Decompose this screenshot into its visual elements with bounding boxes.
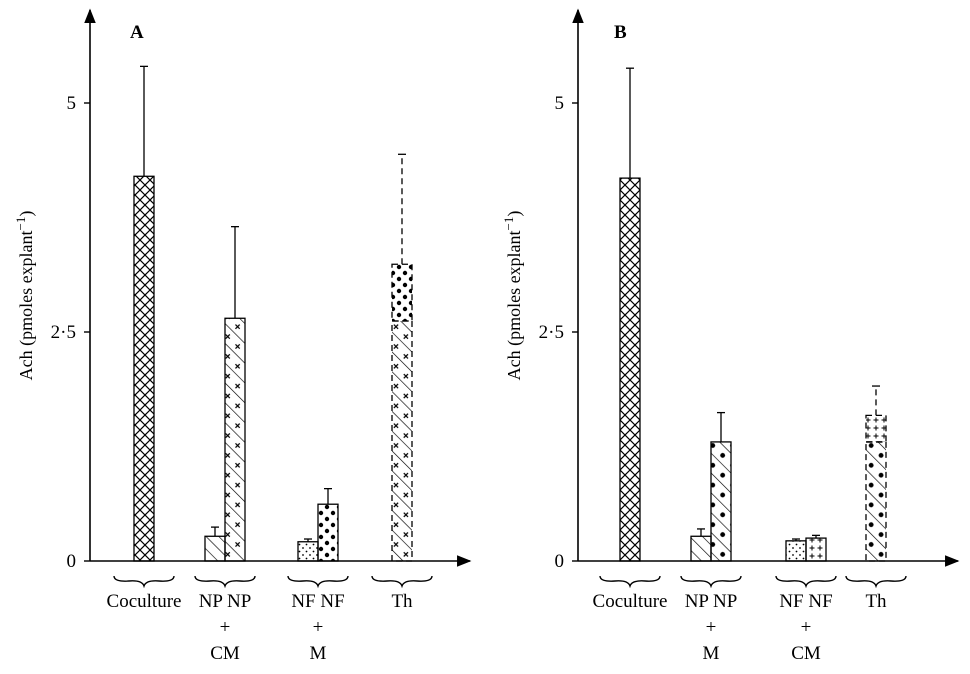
group-label: + xyxy=(706,617,717,638)
panel-A: A 0 2·5 5 Ach (pmoles explant−1) Coculture NP … xyxy=(13,8,472,664)
bar-segment xyxy=(865,441,887,562)
y-tick-label: 2·5 xyxy=(51,322,76,343)
bar-segment xyxy=(391,320,413,562)
bar-segment xyxy=(391,263,413,322)
y-tick-label: 2·5 xyxy=(539,322,564,343)
group-label: + xyxy=(313,617,324,638)
bar xyxy=(204,535,226,562)
bar xyxy=(619,177,641,562)
bar xyxy=(690,535,712,562)
bar-group: NP NP + CM xyxy=(194,226,256,664)
bar xyxy=(224,317,246,562)
group-label: Th xyxy=(391,591,413,612)
group-brace xyxy=(845,575,907,589)
bar xyxy=(133,175,155,562)
group-brace xyxy=(680,575,742,589)
y-tick-label: 5 xyxy=(67,93,77,114)
bar xyxy=(785,540,807,562)
y-tick-label: 0 xyxy=(67,551,77,572)
y-axis-label: Ach (pmoles explant−1) xyxy=(13,211,37,381)
group-brace xyxy=(775,575,837,589)
bar xyxy=(710,441,732,562)
group-label: Th xyxy=(865,591,887,612)
group-brace xyxy=(113,575,175,589)
group-label: NP NP xyxy=(685,591,738,612)
bar-group: Th xyxy=(371,153,433,612)
group-label: Coculture xyxy=(593,591,668,612)
y-axis-label: Ach (pmoles explant−1) xyxy=(501,211,525,381)
bar-segment xyxy=(865,414,887,443)
bar-group: NF NF + M xyxy=(287,487,349,664)
bar-group: Coculture xyxy=(593,67,668,612)
bar xyxy=(805,537,827,562)
bar xyxy=(297,541,319,562)
group-label: M xyxy=(310,643,327,664)
group-brace xyxy=(287,575,349,589)
y-tick-label: 0 xyxy=(555,551,565,572)
bar-group: NP NP + M xyxy=(680,411,742,664)
group-label: + xyxy=(801,617,812,638)
group-label: + xyxy=(220,617,231,638)
group-brace xyxy=(599,575,661,589)
bar-group: NF NF + CM xyxy=(775,534,837,664)
bar-group: Th xyxy=(845,385,907,612)
group-label: M xyxy=(703,643,720,664)
panel-B: B 0 2·5 5 Ach (pmoles explant−1) Coculture NP … xyxy=(501,8,960,664)
group-label: Coculture xyxy=(107,591,182,612)
group-label: NF NF xyxy=(779,591,832,612)
panel-label: A xyxy=(130,22,144,43)
group-label: CM xyxy=(210,643,240,664)
group-label: NP NP xyxy=(199,591,252,612)
y-tick-label: 5 xyxy=(555,93,565,114)
group-brace xyxy=(371,575,433,589)
panel-label: B xyxy=(614,22,627,43)
group-label: CM xyxy=(791,643,821,664)
bar-group: Coculture xyxy=(107,65,182,612)
bar xyxy=(317,503,339,562)
group-label: NF NF xyxy=(291,591,344,612)
group-brace xyxy=(194,575,256,589)
